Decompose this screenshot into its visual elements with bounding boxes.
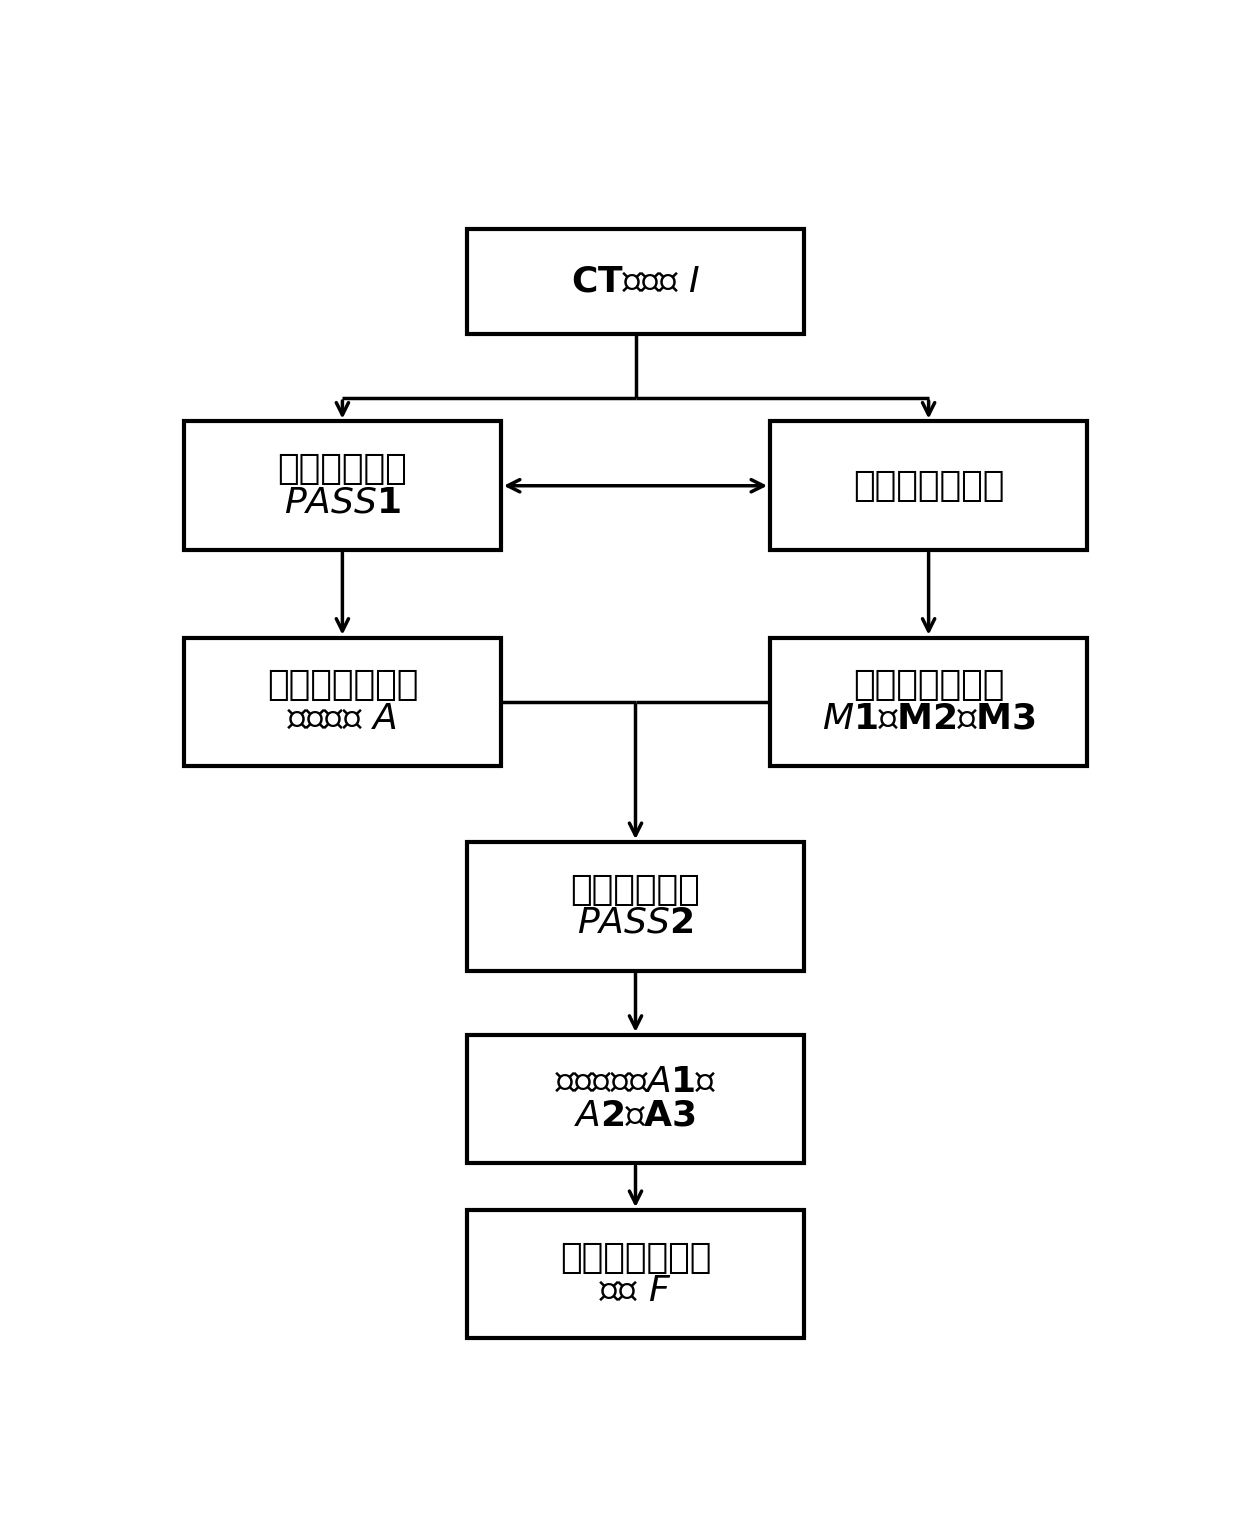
Text: 三维区域生长: 三维区域生长	[570, 872, 701, 907]
FancyBboxPatch shape	[467, 1035, 804, 1164]
Text: $\mathit{M}$1，M2，M3: $\mathit{M}$1，M2，M3	[822, 701, 1035, 736]
Text: 肺部气管树分割: 肺部气管树分割	[559, 1241, 712, 1274]
FancyBboxPatch shape	[770, 637, 1087, 766]
Text: 高级气管 $\mathit{A}$: 高级气管 $\mathit{A}$	[288, 701, 397, 736]
Text: CT序列图 $\mathit{I}$: CT序列图 $\mathit{I}$	[570, 264, 701, 299]
Text: $\mathit{A}$2，A3: $\mathit{A}$2，A3	[574, 1098, 697, 1133]
Text: 灰度形态学重建: 灰度形态学重建	[853, 469, 1004, 502]
FancyBboxPatch shape	[184, 422, 501, 551]
Text: 结果 $\mathit{F}$: 结果 $\mathit{F}$	[599, 1274, 672, 1308]
Text: 潜在气管标记图: 潜在气管标记图	[853, 667, 1004, 702]
Text: 主支气管及部分: 主支气管及部分	[267, 667, 418, 702]
FancyBboxPatch shape	[467, 1211, 804, 1338]
Text: $\mathit{PASS}$1: $\mathit{PASS}$1	[284, 485, 401, 519]
FancyBboxPatch shape	[467, 229, 804, 334]
FancyBboxPatch shape	[770, 422, 1087, 551]
FancyBboxPatch shape	[184, 637, 501, 766]
Text: 三维区域生长: 三维区域生长	[278, 452, 407, 485]
FancyBboxPatch shape	[467, 842, 804, 971]
Text: $\mathit{PASS}$2: $\mathit{PASS}$2	[578, 906, 693, 941]
Text: 融合气管树$\mathit{A}$1，: 融合气管树$\mathit{A}$1，	[554, 1065, 717, 1100]
